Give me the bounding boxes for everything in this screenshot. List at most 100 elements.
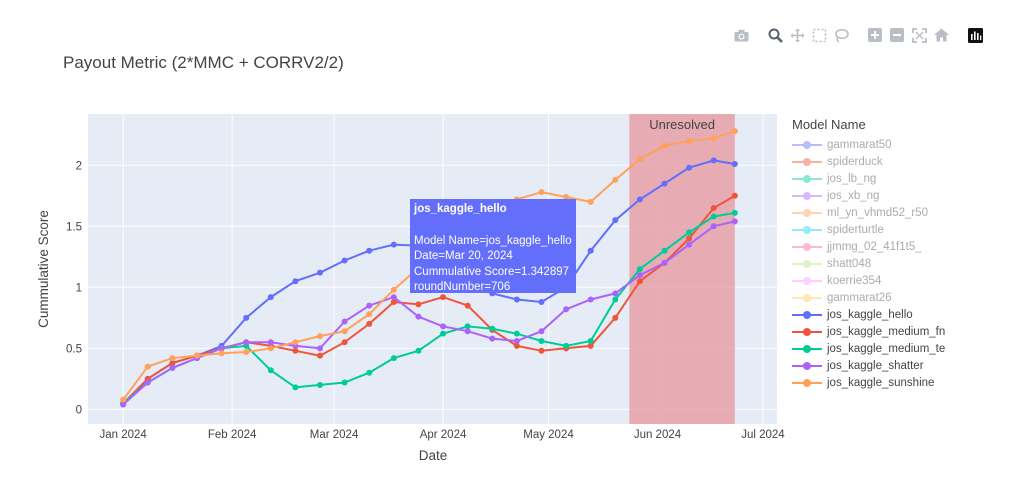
data-point[interactable] — [341, 257, 348, 264]
data-point[interactable] — [661, 259, 668, 266]
data-point[interactable] — [267, 345, 274, 352]
data-point[interactable] — [440, 323, 447, 330]
data-point[interactable] — [341, 318, 348, 325]
data-point[interactable] — [513, 296, 520, 303]
camera-icon[interactable] — [733, 27, 749, 43]
data-point[interactable] — [513, 338, 520, 345]
data-point[interactable] — [636, 278, 643, 285]
legend-item-jos-xb-ng[interactable]: jos_xb_ng — [792, 187, 945, 204]
data-point[interactable] — [538, 298, 545, 305]
data-point[interactable] — [612, 314, 619, 321]
data-point[interactable] — [390, 355, 397, 362]
data-point[interactable] — [636, 156, 643, 163]
data-point[interactable] — [440, 330, 447, 337]
data-point[interactable] — [218, 345, 225, 352]
data-point[interactable] — [587, 338, 594, 345]
autoscale-icon[interactable] — [911, 27, 927, 43]
lasso-icon[interactable] — [833, 27, 849, 43]
data-point[interactable] — [243, 314, 250, 321]
data-point[interactable] — [563, 342, 570, 349]
data-point[interactable] — [489, 325, 496, 332]
plotly-logo-icon[interactable] — [967, 27, 983, 43]
legend-item-spiderturtle[interactable]: spiderturtle — [792, 221, 945, 238]
data-point[interactable] — [317, 333, 324, 340]
data-point[interactable] — [366, 311, 373, 318]
data-point[interactable] — [661, 142, 668, 149]
data-point[interactable] — [710, 223, 717, 230]
data-point[interactable] — [193, 352, 200, 359]
data-point[interactable] — [686, 235, 693, 242]
zoom-out-icon[interactable] — [889, 27, 905, 43]
data-point[interactable] — [612, 296, 619, 303]
data-point[interactable] — [366, 369, 373, 376]
data-point[interactable] — [120, 401, 127, 408]
data-point[interactable] — [144, 379, 151, 386]
data-point[interactable] — [218, 350, 225, 357]
data-point[interactable] — [317, 345, 324, 352]
data-point[interactable] — [390, 298, 397, 305]
data-point[interactable] — [686, 164, 693, 171]
data-point[interactable] — [464, 302, 471, 309]
data-point[interactable] — [292, 347, 299, 354]
data-point[interactable] — [243, 339, 250, 346]
data-point[interactable] — [587, 296, 594, 303]
data-point[interactable] — [292, 278, 299, 285]
data-point[interactable] — [710, 135, 717, 142]
data-point[interactable] — [366, 302, 373, 309]
data-point[interactable] — [341, 328, 348, 335]
zoom-icon[interactable] — [767, 27, 783, 43]
data-point[interactable] — [686, 241, 693, 248]
data-point[interactable] — [686, 229, 693, 236]
reset-axes-icon[interactable] — [933, 27, 949, 43]
data-point[interactable] — [169, 364, 176, 371]
legend-item-jos-kaggle-medium-fn[interactable]: jos_kaggle_medium_fn — [792, 323, 945, 340]
data-point[interactable] — [587, 342, 594, 349]
data-point[interactable] — [587, 198, 594, 205]
data-point[interactable] — [563, 306, 570, 313]
data-point[interactable] — [731, 192, 738, 199]
legend-item-jos-kaggle-medium-te[interactable]: jos_kaggle_medium_te — [792, 340, 945, 357]
data-point[interactable] — [612, 290, 619, 297]
zoom-in-icon[interactable] — [867, 27, 883, 43]
data-point[interactable] — [169, 355, 176, 362]
data-point[interactable] — [415, 313, 422, 320]
data-point[interactable] — [513, 342, 520, 349]
data-point[interactable] — [710, 157, 717, 164]
data-point[interactable] — [267, 367, 274, 374]
data-point[interactable] — [587, 247, 594, 254]
data-point[interactable] — [415, 301, 422, 308]
legend-item-gammarat26[interactable]: gammarat26 — [792, 289, 945, 306]
data-point[interactable] — [366, 320, 373, 327]
legend-item-koerrie354[interactable]: koerrie354 — [792, 272, 945, 289]
data-point[interactable] — [464, 323, 471, 330]
data-point[interactable] — [710, 213, 717, 220]
legend-item-shatt048[interactable]: shatt048 — [792, 255, 945, 272]
data-point[interactable] — [731, 128, 738, 135]
data-point[interactable] — [243, 348, 250, 355]
data-point[interactable] — [317, 352, 324, 359]
data-point[interactable] — [538, 338, 545, 345]
legend-item-jjmmg-02-41f1t5-[interactable]: jjmmg_02_41f1t5_ — [792, 238, 945, 255]
data-point[interactable] — [292, 339, 299, 346]
data-point[interactable] — [661, 247, 668, 254]
data-point[interactable] — [317, 269, 324, 276]
data-point[interactable] — [710, 204, 717, 211]
box-select-icon[interactable] — [811, 27, 827, 43]
data-point[interactable] — [563, 193, 570, 200]
data-point[interactable] — [390, 294, 397, 301]
legend-item-jos-lb-ng[interactable]: jos_lb_ng — [792, 170, 945, 187]
data-point[interactable] — [731, 161, 738, 168]
legend-item-jos-kaggle-shatter[interactable]: jos_kaggle_shatter — [792, 357, 945, 374]
data-point[interactable] — [120, 396, 127, 403]
data-point[interactable] — [267, 339, 274, 346]
data-point[interactable] — [538, 189, 545, 196]
legend-item-spiderduck[interactable]: spiderduck — [792, 153, 945, 170]
data-point[interactable] — [267, 294, 274, 301]
data-point[interactable] — [612, 217, 619, 224]
data-point[interactable] — [538, 328, 545, 335]
data-point[interactable] — [144, 363, 151, 370]
legend-item-jos-kaggle-hello[interactable]: jos_kaggle_hello — [792, 306, 945, 323]
legend-item-gammarat50[interactable]: gammarat50 — [792, 136, 945, 153]
data-point[interactable] — [464, 328, 471, 335]
